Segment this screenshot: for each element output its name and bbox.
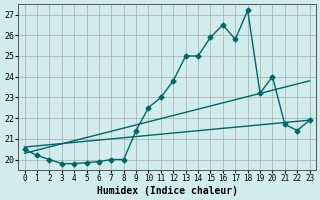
X-axis label: Humidex (Indice chaleur): Humidex (Indice chaleur) [97, 186, 237, 196]
